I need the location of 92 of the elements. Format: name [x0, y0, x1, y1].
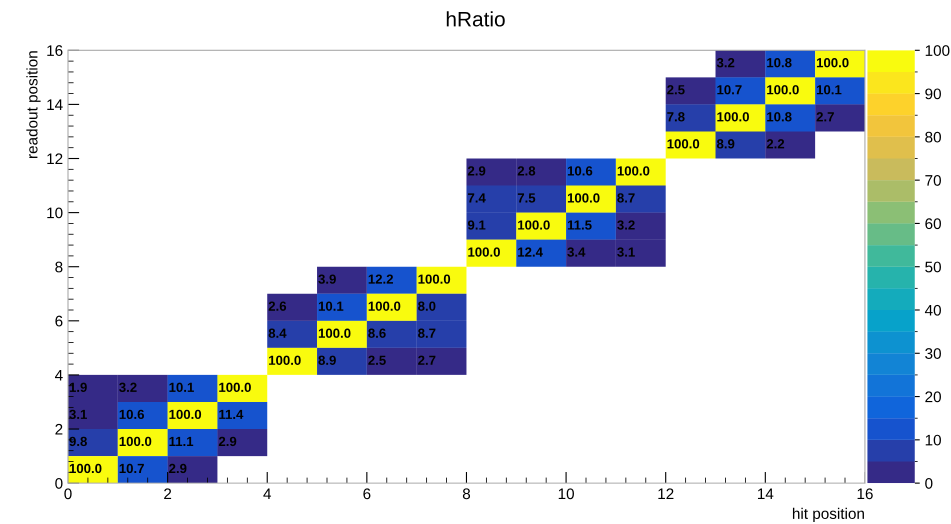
- data-label: 3.2: [617, 220, 635, 230]
- data-label: 100.0: [668, 139, 700, 149]
- data-label: 10.1: [169, 382, 194, 392]
- data-label: 7.8: [667, 112, 685, 122]
- y-tick-label: 4: [54, 370, 63, 380]
- data-label: 2.8: [518, 166, 536, 176]
- data-label: 2.5: [368, 356, 386, 365]
- x-tick-label: 4: [263, 488, 272, 500]
- data-label: 2.7: [816, 112, 834, 122]
- y-axis-title: readout position: [26, 51, 41, 158]
- data-label: 11.1: [169, 436, 194, 446]
- x-tick-label: 16: [858, 488, 873, 500]
- data-label: 9.8: [69, 436, 87, 446]
- data-label: 8.9: [716, 139, 734, 149]
- data-label: 12.4: [518, 247, 543, 257]
- y-tick-label: 8: [55, 262, 62, 272]
- y-tick-label: 14: [47, 99, 63, 110]
- data-label: 12.2: [368, 274, 393, 284]
- data-label: 100.0: [568, 193, 600, 203]
- data-label: 10.7: [717, 85, 742, 94]
- color-bar-label: 0: [925, 478, 932, 489]
- data-label: 100.0: [70, 464, 102, 474]
- data-label: 3.4: [567, 247, 586, 257]
- data-label: 8.7: [418, 328, 436, 338]
- data-label: 100.0: [618, 166, 650, 176]
- x-tick-label: 10: [558, 488, 574, 500]
- x-tick-label: 6: [363, 488, 370, 500]
- x-tick-label: 2: [164, 488, 172, 500]
- data-label: 10.6: [568, 166, 592, 176]
- x-tick-label: 12: [658, 488, 674, 500]
- data-label: 2.9: [218, 436, 236, 446]
- y-tick-label: 0: [55, 478, 63, 489]
- data-label: 2.2: [766, 139, 784, 148]
- data-label: 3.9: [318, 274, 336, 284]
- data-label: 3.1: [617, 247, 635, 257]
- color-bar-label: 90: [925, 88, 941, 100]
- color-bar-label: 70: [925, 175, 941, 186]
- data-label: 7.4: [468, 193, 486, 202]
- color-bar-label: 20: [925, 391, 941, 402]
- data-label: 2.6: [268, 301, 286, 311]
- data-label: 8.7: [617, 193, 635, 203]
- x-tick-label: 8: [462, 488, 470, 500]
- data-label: 100.0: [468, 247, 500, 257]
- data-label: 100.0: [518, 220, 550, 230]
- data-label: 2.9: [468, 166, 486, 176]
- data-label: 100.0: [418, 274, 450, 284]
- data-label: 100.0: [318, 328, 351, 338]
- y-tick-label: 12: [47, 153, 62, 164]
- data-label: 100.0: [368, 301, 400, 311]
- data-label: 8.0: [418, 301, 436, 311]
- color-bar-label: 60: [925, 218, 941, 230]
- data-label: 9.1: [468, 220, 486, 230]
- data-label: 100.0: [120, 436, 152, 446]
- y-tick-label: 6: [55, 316, 62, 327]
- x-tick-label: 14: [758, 488, 774, 500]
- data-label: 2.5: [667, 85, 685, 94]
- y-tick-label: 16: [47, 45, 62, 56]
- data-label: 2.9: [169, 464, 186, 474]
- y-tick-label: 10: [47, 207, 63, 218]
- data-label: 10.8: [767, 112, 792, 122]
- color-bar-label: 100: [926, 45, 950, 56]
- data-label: 10.1: [816, 85, 842, 94]
- data-label: 10.8: [767, 58, 792, 68]
- y-tick-label: 2: [55, 424, 62, 435]
- chart-title: hRatio: [446, 11, 505, 27]
- data-label: 100.0: [717, 112, 749, 122]
- data-label: 3.2: [119, 382, 137, 392]
- color-bar-label: 40: [924, 304, 941, 316]
- data-label: 1.9: [70, 382, 87, 392]
- color-bar-label: 10: [926, 434, 941, 446]
- data-label: 8.4: [268, 328, 286, 338]
- data-label: 100.0: [169, 410, 202, 420]
- data-label: 11.5: [568, 220, 592, 230]
- data-label: 10.7: [120, 464, 144, 474]
- data-label: 100.0: [219, 382, 251, 392]
- data-label: 10.1: [318, 301, 344, 311]
- data-label: 2.7: [418, 356, 436, 365]
- data-label: 7.5: [518, 193, 536, 203]
- color-bar-label: 30: [925, 348, 941, 359]
- x-axis-title: hit position: [792, 508, 864, 522]
- data-label: 3.1: [69, 410, 87, 420]
- data-label: 8.6: [368, 328, 386, 338]
- data-label: 100.0: [816, 58, 849, 68]
- data-label: 3.2: [716, 58, 734, 68]
- color-bar-label: 50: [925, 262, 941, 272]
- x-tick-label: 0: [64, 488, 72, 500]
- data-label: 100.0: [767, 85, 799, 94]
- data-label: 8.9: [318, 356, 336, 365]
- data-label: 11.4: [219, 410, 244, 419]
- data-label: 100.0: [269, 356, 301, 365]
- color-bar-label: 80: [925, 132, 941, 143]
- data-label: 10.6: [120, 410, 144, 420]
